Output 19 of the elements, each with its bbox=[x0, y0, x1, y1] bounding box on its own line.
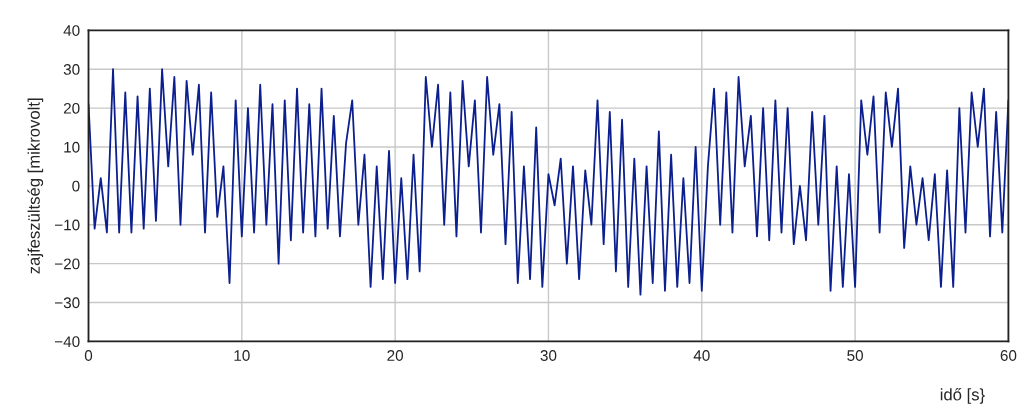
x-tick-label: 20 bbox=[387, 350, 404, 361]
x-tick-label: 30 bbox=[540, 350, 557, 361]
y-tick-label: 30 bbox=[63, 64, 80, 75]
y-tick-label: 40 bbox=[63, 25, 80, 36]
y-tick-label: −20 bbox=[55, 258, 80, 270]
x-tick-label: 60 bbox=[1000, 350, 1017, 361]
y-tick-label: −10 bbox=[55, 219, 80, 231]
y-tick-label: −40 bbox=[55, 336, 80, 348]
line-series bbox=[88, 68, 1009, 296]
x-tick-label: 0 bbox=[84, 350, 93, 361]
y-tick-label: 0 bbox=[72, 180, 80, 192]
x-tick-label: 40 bbox=[693, 350, 710, 361]
x-tick-label: 50 bbox=[847, 350, 863, 361]
y-tick-label: 10 bbox=[64, 141, 80, 153]
y-tick-label: −30 bbox=[55, 297, 80, 309]
y-axis-title: zajfeszültség [mikrovolt] bbox=[27, 98, 44, 274]
x-axis-title: idő [s} bbox=[940, 388, 985, 404]
y-tick-label: 20 bbox=[63, 102, 80, 114]
x-tick-label: 10 bbox=[234, 350, 250, 361]
